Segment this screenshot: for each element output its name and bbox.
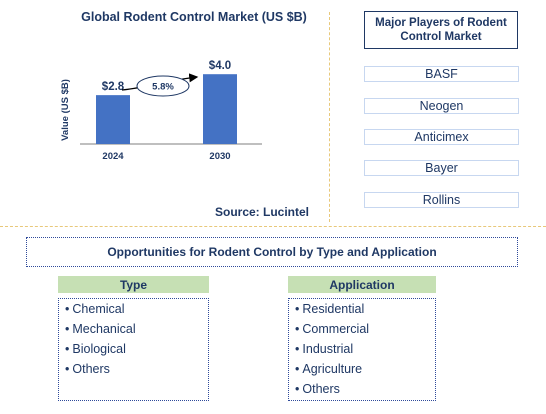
player-bayer: Bayer [364,160,519,176]
application-list: Residential Commercial Industrial Agricu… [288,298,436,401]
x-tick-label-2024: 2024 [102,151,124,162]
source-label: Source: Lucintel [215,205,310,219]
bar-2024 [96,95,130,144]
bar-chart: Value (US $B) $2.8 2024 $4.0 2030 5.8% [60,60,262,162]
opportunities-title: Opportunities for Rodent Control by Type… [26,237,518,267]
value-label-2030: $4.0 [209,60,231,72]
y-axis-label: Value (US $B) [60,79,71,141]
application-item-residential: Residential [295,299,435,319]
players-panel-title: Major Players of Rodent Control Market [364,11,518,49]
bars-layer: $2.8 2024 $4.0 2030 [96,60,237,162]
player-anticimex: Anticimex [364,129,519,145]
application-item-industrial: Industrial [295,339,435,359]
vertical-divider [329,12,330,222]
growth-rate-label: 5.8% [152,82,174,93]
horizontal-divider [0,226,546,227]
value-label-2024: $2.8 [102,81,125,93]
player-basf: BASF [364,66,519,82]
type-header: Type [58,276,209,293]
player-rollins: Rollins [364,192,519,208]
application-item-others: Others [295,379,435,399]
growth-annotation: 5.8% [121,73,199,97]
application-item-commercial: Commercial [295,319,435,339]
type-list: Chemical Mechanical Biological Others [58,298,209,401]
type-item-others: Others [65,359,208,379]
player-neogen: Neogen [364,98,519,114]
chart-title: Global Rodent Control Market (US $B) [81,10,307,24]
application-header: Application [288,276,436,293]
bar-2030 [203,74,237,144]
type-item-mechanical: Mechanical [65,319,208,339]
type-item-biological: Biological [65,339,208,359]
x-tick-label-2030: 2030 [209,151,230,162]
growth-ellipse [136,75,190,97]
type-item-chemical: Chemical [65,299,208,319]
application-item-agriculture: Agriculture [295,359,435,379]
